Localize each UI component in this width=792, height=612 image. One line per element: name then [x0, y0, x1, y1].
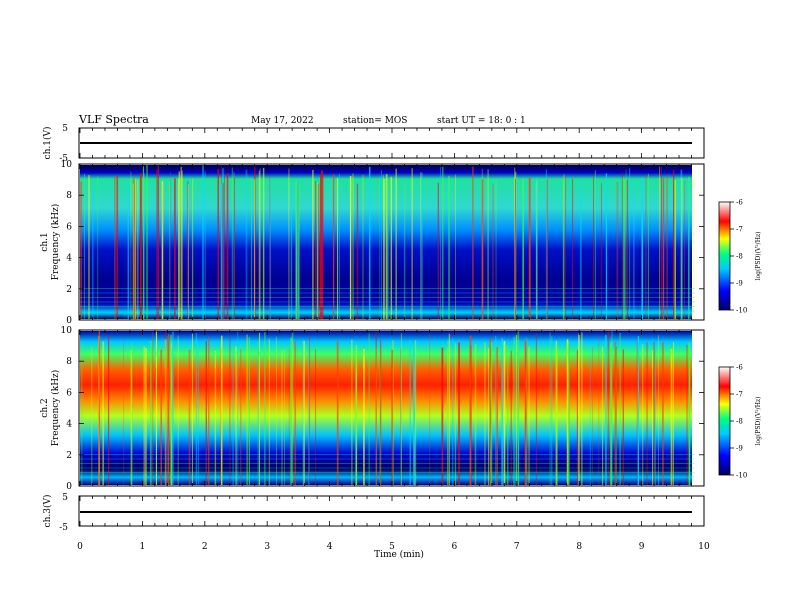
x-axis-label: Time (min)	[374, 549, 424, 560]
colorbar-ch1-tick-label: -10	[736, 307, 747, 315]
station-label: station= MOS	[343, 116, 407, 126]
ch2-spec-ticks: 0 2 4 6 8 10	[61, 326, 705, 492]
ch1-spec-ylabel-channel: ch.1	[40, 232, 50, 251]
ch2-spec-ytick-label: 8	[66, 357, 72, 367]
colorbar-ch1-tick-label: -8	[736, 253, 743, 261]
ch1-spec-ytick-label: 10	[61, 160, 73, 170]
ch1-wave-ylabel: ch.1(V)	[42, 127, 53, 160]
ch1-spec-frame	[78, 163, 705, 321]
ch1-spec-ytick-label: 0	[66, 316, 72, 326]
x-axis-tick-label: 8	[576, 542, 582, 552]
ch2-spec-streaks	[80, 331, 695, 485]
colorbar-ch1-tick-label: -9	[736, 280, 743, 288]
colorbar-ch2: -6 -7 -8 -9 -10 log(PSD)(V²/Hz)	[718, 364, 762, 480]
colorbar-ch2-tick-label: -6	[736, 364, 743, 372]
colorbar-ch1-scale	[718, 201, 731, 311]
ch3-wave-ylabel: ch.3(V)	[42, 495, 53, 528]
ch1-spec-ytick-label: 4	[66, 254, 72, 264]
x-axis-tick-label: 0	[77, 542, 83, 552]
ch2-spec-ytick-label: 10	[61, 326, 73, 336]
ch3-wave-tick-top: 5	[62, 493, 68, 503]
ch1-spec-ytick-label: 8	[66, 191, 72, 201]
x-axis-tick-label: 3	[264, 542, 270, 552]
ch1-spec-ylabel-freq: Frequency (kHz)	[50, 204, 61, 281]
colorbar-ch2-tick-label: -7	[736, 391, 743, 399]
ch2-spec-ytick-label: 6	[66, 388, 72, 398]
colorbar-ch1: -6 -7 -8 -9 -10 log(PSD)(V²/Hz)	[718, 199, 762, 315]
ch2-spec-ylabel-channel: ch.2	[40, 398, 50, 417]
ch1-wave-ticks	[79, 128, 705, 158]
colorbar-ch2-scale	[718, 366, 731, 476]
ch1-spec-streaks	[80, 165, 695, 319]
x-axis-tick-label: 1	[140, 542, 146, 552]
colorbar-ch2-tick-label: -10	[736, 472, 747, 480]
ch1-spec-ytick-label: 6	[66, 222, 72, 232]
colorbar-ch2-label: log(PSD)(V²/Hz)	[755, 397, 762, 446]
ch1-spectrogram-panel: 0 2 4 6 8 10 ch.1 Frequency (kHz)	[40, 160, 705, 326]
date-label: May 17, 2022	[251, 116, 314, 126]
start-ut-label: start UT = 18: 0 : 1	[437, 116, 526, 126]
x-axis-tick-labels: 0 1 2 3 4 5 6 7 8 9 10	[77, 542, 710, 552]
x-axis-tick-label: 2	[202, 542, 208, 552]
ch2-spec-ytick-label: 4	[66, 420, 72, 430]
ch2-spectrogram-panel: 0 2 4 6 8 10 ch.2 Frequency (kHz)	[40, 326, 705, 492]
ch2-spec-ytick-label: 0	[66, 482, 72, 492]
x-axis-tick-label: 5	[389, 542, 395, 552]
colorbar-ch1-label: log(PSD)(V²/Hz)	[755, 232, 762, 281]
colorbar-ch2-tick-label: -9	[736, 445, 743, 453]
colorbar-ch1-ticks: -6 -7 -8 -9 -10	[730, 199, 747, 315]
ch2-spec-ylabel-freq: Frequency (kHz)	[50, 370, 61, 447]
figure-title: VLF Spectra	[78, 113, 149, 126]
x-axis-tick-label: 10	[698, 542, 710, 552]
colorbar-ch2-tick-label: -8	[736, 418, 743, 426]
x-axis-tick-label: 7	[514, 542, 520, 552]
x-axis-tick-label: 4	[327, 542, 333, 552]
ch2-spec-ytick-label: 2	[66, 451, 72, 461]
ch1-wave-panel: 5 -5 ch.1(V)	[42, 124, 705, 164]
ch3-wave-panel: 5 -5 ch.3(V)	[42, 493, 705, 533]
ch2-spec-frame	[78, 329, 705, 487]
colorbar-ch1-tick-label: -6	[736, 199, 743, 207]
colorbar-ch1-tick-label: -7	[736, 226, 743, 234]
x-axis-tick-label: 6	[452, 542, 458, 552]
x-axis-tick-label: 9	[639, 542, 645, 552]
colorbar-ch2-ticks: -6 -7 -8 -9 -10	[730, 364, 747, 480]
ch3-wave-tick-bottom: -5	[59, 523, 68, 533]
ch1-wave-tick-top: 5	[62, 124, 68, 134]
ch1-wave-tick-bottom: -5	[59, 154, 68, 164]
ch1-spec-ytick-label: 2	[66, 285, 72, 295]
ch1-spec-ticks: 0 2 4 6 8 10	[61, 160, 705, 326]
ch2-spectrogram-image	[80, 331, 692, 485]
ch3-wave-ticks	[79, 496, 705, 526]
